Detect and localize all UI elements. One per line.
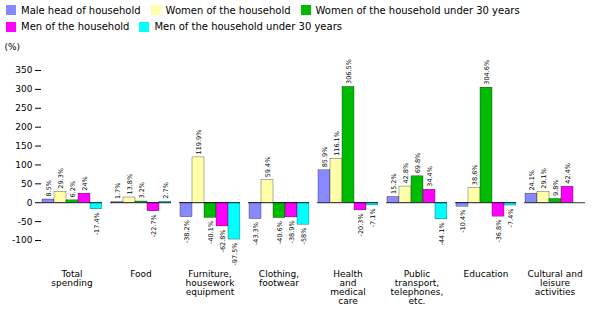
svg-text:-38.9%: -38.9% bbox=[288, 220, 296, 243]
svg-text:-62.8%: -62.8% bbox=[219, 229, 227, 252]
svg-text:29.3%: 29.3% bbox=[57, 168, 65, 189]
html-text:Male head of household: Male head of household bbox=[21, 4, 141, 16]
svg-text:-10.4%: -10.4% bbox=[459, 210, 467, 233]
svg-text:0: 0 bbox=[27, 198, 33, 208]
svg-text:6.2%: 6.2% bbox=[69, 181, 77, 198]
svg-text:-58%: -58% bbox=[300, 228, 308, 245]
svg-text:116.1%: 116.1% bbox=[333, 131, 341, 156]
svg-text:15.2%: 15.2% bbox=[390, 173, 398, 194]
svg-text:150: 150 bbox=[15, 141, 32, 151]
svg-text:Food: Food bbox=[130, 269, 152, 279]
svg-text:42.8%: 42.8% bbox=[402, 163, 410, 184]
svg-text:9.8%: 9.8% bbox=[552, 180, 560, 197]
svg-text:-50: -50 bbox=[18, 216, 33, 226]
svg-text:304.6%: 304.6% bbox=[483, 60, 491, 85]
svg-text:38.6%: 38.6% bbox=[471, 164, 479, 185]
svg-text:24.1%: 24.1% bbox=[528, 170, 536, 191]
svg-text:2.7%: 2.7% bbox=[162, 182, 170, 199]
svg-text:Education: Education bbox=[464, 269, 509, 279]
svg-text:-7.1%: -7.1% bbox=[369, 208, 377, 227]
svg-text:119.9%: 119.9% bbox=[195, 130, 203, 155]
html-text:Women of the household: Women of the household bbox=[165, 4, 291, 16]
svg-text:-40.6%: -40.6% bbox=[276, 221, 284, 244]
svg-text:-7.4%: -7.4% bbox=[507, 209, 515, 228]
svg-text:350: 350 bbox=[15, 65, 32, 75]
svg-text:-17.4%: -17.4% bbox=[93, 212, 101, 235]
svg-text:-43.3%: -43.3% bbox=[252, 222, 260, 245]
svg-text:-40.1%: -40.1% bbox=[207, 221, 215, 244]
svg-text:13.8%: 13.8% bbox=[126, 174, 134, 195]
svg-text:-22.7%: -22.7% bbox=[150, 214, 158, 237]
svg-text:24%: 24% bbox=[81, 176, 89, 190]
svg-text:(%): (%) bbox=[5, 42, 21, 52]
svg-text:34.4%: 34.4% bbox=[426, 166, 434, 187]
svg-text:29.1%: 29.1% bbox=[540, 168, 548, 189]
svg-text:42.4%: 42.4% bbox=[564, 163, 572, 184]
svg-text:300: 300 bbox=[15, 84, 32, 94]
svg-text:69.8%: 69.8% bbox=[414, 153, 422, 174]
svg-text:250: 250 bbox=[15, 103, 32, 113]
svg-text:Publictransport,telephones,etc: Publictransport,telephones,etc. bbox=[391, 269, 444, 306]
html-text:Men of the household under 30: Men of the household under 30 years bbox=[154, 21, 342, 33]
svg-text:-36.8%: -36.8% bbox=[495, 220, 503, 243]
svg-text:Furniture,houseworkequipment: Furniture,houseworkequipment bbox=[186, 269, 236, 297]
svg-text:-44.1%: -44.1% bbox=[438, 222, 446, 245]
svg-text:Clothing,footwear: Clothing,footwear bbox=[259, 269, 299, 288]
svg-text:Cultural andleisureactivities: Cultural andleisureactivities bbox=[527, 269, 582, 297]
svg-text:-38.2%: -38.2% bbox=[183, 220, 191, 243]
html-text:Men of the household: Men of the household bbox=[21, 21, 130, 33]
svg-text:Totalspending: Totalspending bbox=[51, 269, 92, 288]
svg-text:1.7%: 1.7% bbox=[114, 183, 122, 200]
svg-text:8.5%: 8.5% bbox=[45, 180, 53, 197]
svg-text:Healthandmedicalcare: Healthandmedicalcare bbox=[330, 269, 365, 306]
svg-text:-20.3%: -20.3% bbox=[357, 213, 365, 236]
svg-text:-97.5%: -97.5% bbox=[231, 243, 239, 266]
html-text:Women of the household under 3: Women of the household under 30 years bbox=[315, 4, 520, 16]
svg-text:59.4%: 59.4% bbox=[264, 157, 272, 178]
svg-text:-100: -100 bbox=[12, 235, 33, 245]
svg-text:200: 200 bbox=[15, 122, 32, 132]
svg-text:100: 100 bbox=[15, 160, 32, 170]
svg-text:85.9%: 85.9% bbox=[321, 147, 329, 168]
svg-text:3.2%: 3.2% bbox=[138, 182, 146, 199]
svg-text:50: 50 bbox=[21, 179, 33, 189]
svg-text:306.5%: 306.5% bbox=[345, 59, 353, 84]
